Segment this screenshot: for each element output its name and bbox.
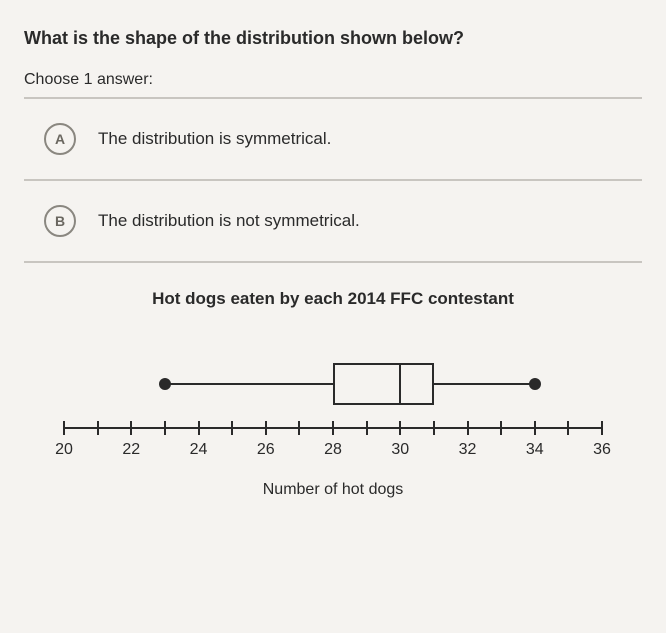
question-container: What is the shape of the distribution sh…	[0, 0, 666, 633]
option-text: The distribution is not symmetrical.	[98, 211, 360, 231]
option-b-row[interactable]: B The distribution is not symmetrical.	[24, 181, 642, 261]
x-axis: 202224262830323436	[64, 419, 602, 479]
median-line	[399, 363, 401, 405]
option-a-row[interactable]: A The distribution is symmetrical.	[24, 99, 642, 179]
axis-tick	[567, 421, 569, 435]
axis-tick	[500, 421, 502, 435]
axis-tick	[366, 421, 368, 435]
axis-tick	[298, 421, 300, 435]
axis-tick-label: 36	[593, 441, 611, 459]
axis-tick	[433, 421, 435, 435]
axis-tick-label: 28	[324, 441, 342, 459]
axis-tick-label: 26	[257, 441, 275, 459]
axis-tick-label: 24	[190, 441, 208, 459]
axis-tick-label: 22	[122, 441, 140, 459]
axis-tick	[63, 421, 65, 435]
option-text: The distribution is symmetrical.	[98, 129, 331, 149]
boxplot	[64, 359, 602, 409]
axis-tick	[332, 421, 334, 435]
question-prompt: What is the shape of the distribution sh…	[24, 28, 642, 49]
axis-tick	[467, 421, 469, 435]
whisker-max-dot	[529, 378, 541, 390]
axis-tick	[198, 421, 200, 435]
axis-tick	[534, 421, 536, 435]
whisker-min-dot	[159, 378, 171, 390]
axis-tick	[601, 421, 603, 435]
box	[333, 363, 434, 405]
option-letter-circle: B	[44, 205, 76, 237]
option-letter-circle: A	[44, 123, 76, 155]
axis-tick	[130, 421, 132, 435]
axis-label: Number of hot dogs	[44, 481, 622, 499]
axis-tick-label: 32	[459, 441, 477, 459]
axis-tick	[399, 421, 401, 435]
chart-title: Hot dogs eaten by each 2014 FFC contesta…	[44, 289, 622, 309]
axis-tick	[164, 421, 166, 435]
whisker-left	[165, 383, 333, 385]
axis-tick	[231, 421, 233, 435]
axis-tick	[265, 421, 267, 435]
chart-area: Hot dogs eaten by each 2014 FFC contesta…	[24, 263, 642, 509]
choose-label: Choose 1 answer:	[24, 71, 642, 89]
axis-tick	[97, 421, 99, 435]
axis-tick-label: 20	[55, 441, 73, 459]
whisker-right	[434, 383, 535, 385]
axis-tick-label: 30	[391, 441, 409, 459]
axis-tick-label: 34	[526, 441, 544, 459]
